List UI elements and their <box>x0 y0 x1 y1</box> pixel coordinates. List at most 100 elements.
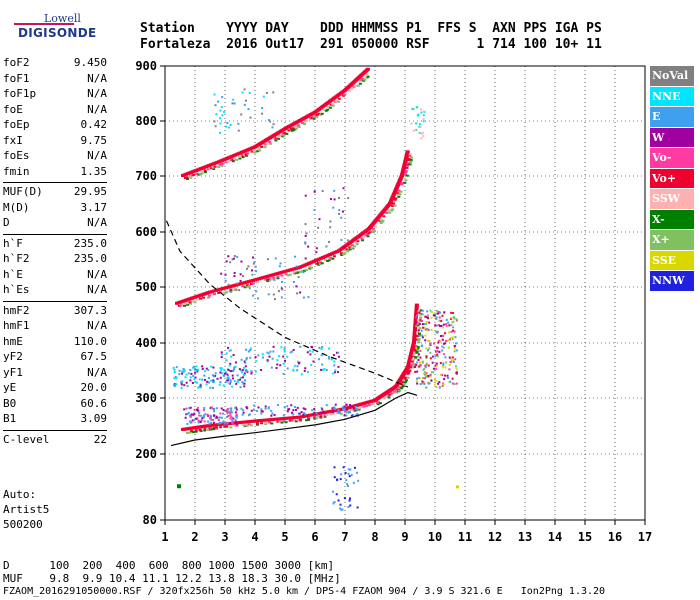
echo-trace-point <box>337 97 341 100</box>
echo-trace-point <box>288 273 292 276</box>
echo-trace-point <box>268 277 272 280</box>
echo-point <box>337 499 340 502</box>
echo-trace-point <box>398 386 402 389</box>
echo-trace-point <box>246 152 250 155</box>
echo-point <box>417 353 420 356</box>
echo-point <box>428 321 431 324</box>
echo-point <box>226 379 229 382</box>
echo-trace-point <box>213 293 217 296</box>
echo-point <box>328 240 331 243</box>
echo-trace-point <box>257 277 262 281</box>
echo-trace-point <box>335 99 339 102</box>
echo-trace-point <box>393 199 397 202</box>
echo-point <box>425 374 428 377</box>
echo-point <box>442 362 445 365</box>
echo-point <box>249 116 252 119</box>
echo-point <box>202 409 205 412</box>
echo-point <box>220 369 223 372</box>
echo-point <box>420 132 423 135</box>
echo-point <box>434 324 437 327</box>
echo-point <box>262 95 265 98</box>
echo-point <box>333 198 336 201</box>
echo-trace-point <box>365 233 369 236</box>
echo-trace-point <box>203 428 207 431</box>
echo-trace-point <box>217 166 221 169</box>
echo-point <box>236 381 239 384</box>
echo-point <box>451 321 454 324</box>
echo-point <box>197 368 200 371</box>
echo-point <box>435 317 438 320</box>
echo-point <box>333 476 336 479</box>
param-name: B0 <box>3 396 17 410</box>
echo-point <box>337 409 340 412</box>
echo-point <box>212 421 215 424</box>
echo-trace-point <box>284 273 288 276</box>
echo-point <box>421 336 424 339</box>
echo-point <box>217 418 220 421</box>
echo-point <box>304 223 307 226</box>
echo-trace-point <box>185 176 189 179</box>
echo-trace-point <box>279 134 283 137</box>
echo-point <box>334 408 337 411</box>
echo-trace-point <box>218 163 222 166</box>
echo-point <box>300 373 303 376</box>
echo-point <box>346 408 349 411</box>
echo-point <box>424 366 427 369</box>
param-name: h`Es <box>3 283 30 296</box>
echo-point <box>250 347 253 350</box>
echo-trace-point <box>412 365 416 368</box>
echo-trace-point <box>260 145 264 148</box>
param-value: N/A <box>87 267 107 281</box>
echo-point <box>272 91 275 94</box>
echo-trace-point <box>275 272 280 276</box>
echo-point <box>261 112 264 115</box>
echo-trace-point <box>355 243 359 246</box>
echo-point <box>243 103 246 106</box>
echo-point <box>274 257 277 260</box>
echo-point <box>325 404 328 407</box>
echo-point <box>193 419 196 422</box>
echo-trace-point <box>367 404 371 407</box>
echo-point <box>333 189 336 192</box>
echo-point <box>345 479 348 482</box>
echo-trace-point <box>278 420 282 423</box>
echo-point <box>225 260 228 263</box>
echo-point <box>421 377 424 380</box>
echo-trace-point <box>331 104 335 107</box>
echo-point <box>309 353 312 356</box>
echo-trace-point <box>404 170 408 173</box>
echo-point <box>450 330 453 333</box>
echo-trace-point <box>298 418 302 421</box>
echo-point <box>422 326 425 329</box>
echo-trace-point <box>335 412 339 415</box>
echo-point <box>230 416 233 419</box>
echo-point <box>264 405 267 408</box>
echo-point <box>233 271 236 274</box>
echo-point <box>217 100 220 103</box>
echo-point <box>173 371 176 374</box>
y-tick-label: 300 <box>135 391 157 405</box>
echo-point <box>421 360 424 363</box>
echo-point <box>226 422 229 425</box>
echo-trace-point <box>329 256 333 259</box>
echo-trace-point <box>249 151 253 154</box>
echo-point <box>442 323 445 326</box>
echo-trace-point <box>212 168 216 170</box>
echo-point <box>433 378 436 381</box>
x-tick-label: 2 <box>191 530 198 544</box>
echo-point <box>253 261 256 264</box>
echo-trace-point <box>415 338 419 341</box>
echo-point <box>280 346 283 349</box>
echo-trace-point <box>265 418 270 422</box>
echo-trace-point <box>273 272 278 276</box>
echo-point <box>431 355 434 358</box>
echo-point <box>418 125 421 128</box>
echo-point <box>290 411 293 414</box>
param-name: MUF(D) <box>3 185 43 198</box>
echo-point <box>421 323 424 326</box>
echo-trace-point <box>412 355 416 358</box>
echo-point <box>422 110 425 113</box>
echo-point <box>229 124 232 127</box>
echo-trace-point <box>290 419 294 422</box>
echo-point <box>194 368 197 371</box>
